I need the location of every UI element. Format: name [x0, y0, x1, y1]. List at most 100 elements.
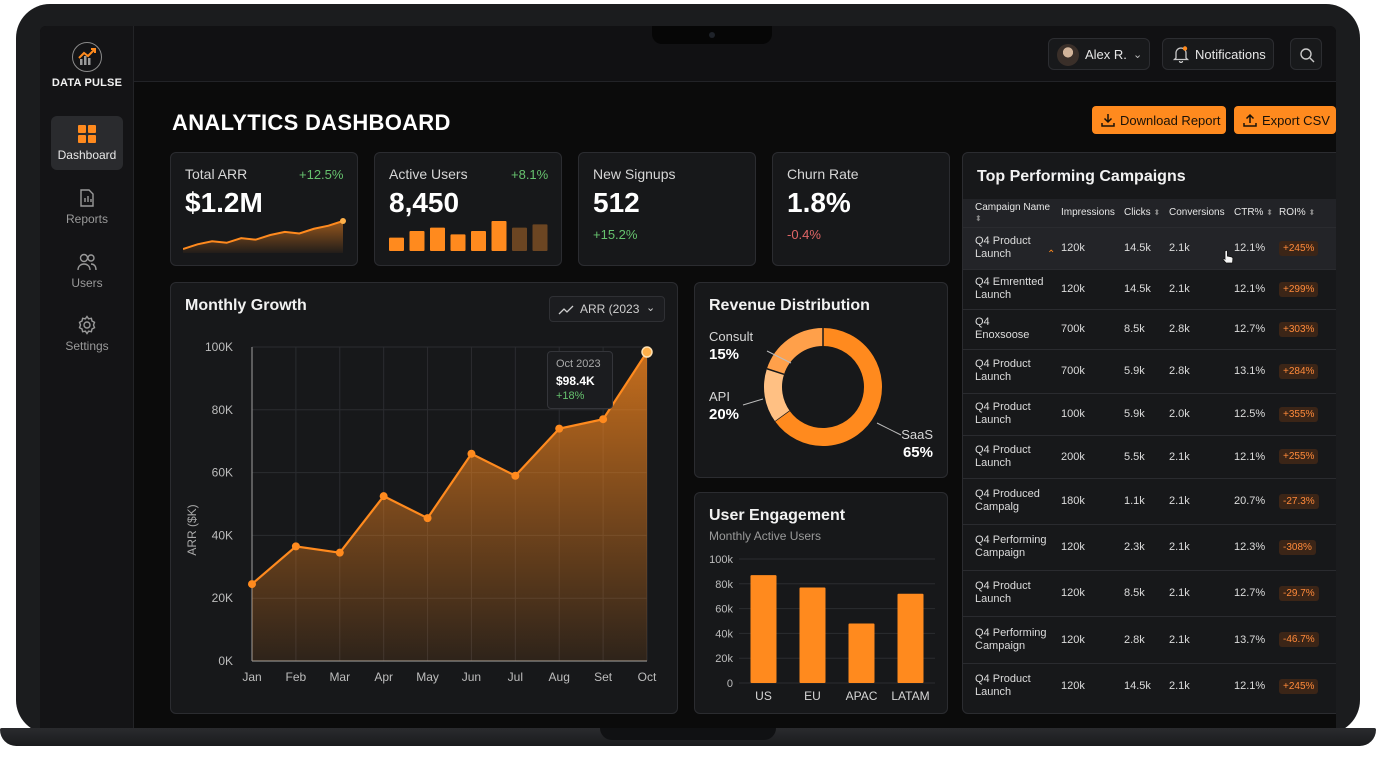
- notifications-button[interactable]: Notifications: [1162, 38, 1274, 70]
- slice-label: SaaS: [901, 427, 933, 442]
- search-button[interactable]: [1290, 38, 1322, 70]
- cell-text: 2.1k: [1169, 283, 1190, 295]
- cell-text: 2.1k: [1169, 541, 1190, 553]
- series-select[interactable]: ARR (2023 ⌄: [549, 296, 665, 322]
- brand-name: DATA PULSE: [51, 77, 123, 89]
- column-header-label: Conversions: [1169, 207, 1225, 219]
- download-icon: [1101, 114, 1115, 127]
- table-row[interactable]: Q4 Product Launch 120k 14.5k 2.1k 12.1% +245%: [963, 662, 1336, 709]
- cell-text: 700k: [1061, 323, 1085, 335]
- column-header-clicks[interactable]: Clicks ⬍: [1120, 199, 1165, 227]
- sidebar-item-reports[interactable]: Reports: [51, 180, 123, 234]
- impressions-cell: 120k: [1057, 615, 1120, 663]
- growth-area-chart: 0K 20K 40K 60K 80K 100K Jan Feb Mar Apr May Jun Jul A…: [185, 340, 657, 684]
- laptop-hinge-notch: [600, 728, 776, 740]
- cell-text: 13.1%: [1234, 365, 1266, 377]
- cell-text: 5.5k: [1124, 450, 1145, 463]
- cell-text: 2.1k: [1169, 587, 1190, 599]
- kpi-card-active-users[interactable]: Active Users +8.1% 8,450: [374, 152, 562, 266]
- roi-cell: +303%: [1275, 308, 1336, 349]
- cell-text: Q4 Product Launch: [975, 235, 1031, 260]
- kpi-card-churn-rate[interactable]: Churn Rate 1.8% -0.4%: [772, 152, 950, 266]
- cell-text: 2.1k: [1169, 242, 1190, 254]
- camera-notch: [652, 26, 772, 44]
- table-row[interactable]: Q4 Produced Campalg 180k 1.1k 2.1k 20.7% -27.…: [963, 477, 1336, 524]
- ctr-cell: 20.7%: [1230, 477, 1275, 524]
- cell-text: 200k: [1061, 450, 1085, 463]
- y-tick-label: 80K: [212, 403, 233, 417]
- ctr-cell: 13.1%: [1230, 348, 1275, 393]
- kpi-card-total-arr[interactable]: Total ARR +12.5% $1.2M: [170, 152, 358, 266]
- bar: [799, 587, 826, 683]
- cell-text: Q4 Product Launch: [975, 580, 1031, 605]
- laptop-base: [0, 728, 1376, 768]
- table-row[interactable]: Q4 Performing Campaign 120k 2.8k 2.1k 13.7% -…: [963, 615, 1336, 663]
- x-tick-label: LATAM: [891, 689, 929, 703]
- sort-icon: ⬍: [1266, 208, 1273, 218]
- campaigns-card: Top Performing Campaigns Campaign Name ⬍…: [962, 152, 1336, 714]
- table-row[interactable]: Q4 Enoxsoose 700k 8.5k 2.8k 12.7% +303%: [963, 308, 1336, 349]
- user-name: Alex R.: [1085, 47, 1127, 62]
- x-tick-label: Oct: [638, 670, 657, 684]
- x-tick-label: Apr: [374, 670, 393, 684]
- column-header-label: ROI%: [1279, 207, 1306, 219]
- data-point: [379, 492, 388, 501]
- chevron-up-icon[interactable]: ⌃: [1047, 249, 1056, 260]
- conversions-cell: 2.8k: [1165, 308, 1230, 349]
- y-tick-label: 40k: [715, 628, 733, 640]
- sidebar-item-settings[interactable]: Settings: [51, 307, 123, 361]
- roi-badge: +284%: [1279, 363, 1319, 379]
- cell-text: 2.1k: [1169, 633, 1190, 646]
- user-menu-button[interactable]: Alex R. ⌄: [1048, 38, 1150, 70]
- sidebar-item-users[interactable]: Users: [51, 244, 123, 298]
- spark-bar: [532, 224, 548, 251]
- y-tick-label: 40K: [212, 528, 233, 542]
- cell-text: 5.9k: [1124, 408, 1145, 420]
- table-row[interactable]: Q4 Performing Campaign 120k 2.3k 2.1k 12.3% -…: [963, 523, 1336, 570]
- table-row[interactable]: Q4 Emrentted Launch 120k 14.5k 2.1k 12.1% +29…: [963, 268, 1336, 309]
- clicks-cell: 14.5k: [1120, 226, 1165, 269]
- spark-bar: [471, 231, 486, 251]
- cell-text: 120k: [1061, 680, 1085, 693]
- table-row[interactable]: Q4 Product Launch 700k 5.9k 2.8k 13.1% +284%: [963, 348, 1336, 393]
- data-point: [423, 514, 432, 523]
- table-row[interactable]: Q4 Product Launch 100k 5.9k 2.0k 12.5% +355%: [963, 392, 1336, 435]
- x-tick-label: EU: [804, 689, 821, 703]
- download-report-button[interactable]: Download Report: [1092, 106, 1226, 134]
- x-tick-label: Jun: [462, 670, 481, 684]
- table-row[interactable]: Q4 Product Launch ⌃ 120k 14.5k 2.1k 12.1% +245…: [963, 226, 1336, 269]
- cell-text: 120k: [1061, 283, 1085, 295]
- cell-text: 120k: [1061, 587, 1085, 599]
- conversions-cell: 2.8k: [1165, 348, 1230, 393]
- kpi-label: Churn Rate: [787, 166, 859, 182]
- sidebar-item-dashboard[interactable]: Dashboard: [51, 116, 123, 170]
- x-tick-label: Feb: [286, 670, 307, 684]
- leader-line: [742, 398, 764, 406]
- roi-badge: +245%: [1279, 678, 1319, 694]
- export-csv-button[interactable]: Export CSV: [1234, 106, 1336, 134]
- y-tick-label: 0K: [218, 654, 233, 668]
- chevron-down-icon: ⌄: [646, 302, 656, 314]
- column-header-impressions[interactable]: Impressions: [1057, 199, 1120, 227]
- x-tick-label: Set: [594, 670, 613, 684]
- campaign-name-cell: Q4 Product Launch ⌃: [963, 226, 1057, 269]
- table-row[interactable]: Q4 Product Launch 120k 8.5k 2.1k 12.7% -29.7%: [963, 569, 1336, 616]
- column-header-conversions[interactable]: Conversions: [1165, 199, 1230, 227]
- sort-icon: ⬍: [975, 213, 982, 223]
- kpi-card-new-signups[interactable]: New Signups 512 +15.2%: [578, 152, 756, 266]
- clicks-cell: 5.5k: [1120, 434, 1165, 478]
- clicks-cell: 8.5k: [1120, 569, 1165, 616]
- brand-logo[interactable]: DATA PULSE: [40, 42, 134, 89]
- roi-badge: +245%: [1279, 240, 1319, 256]
- column-header-roi[interactable]: ROI% ⬍: [1275, 199, 1336, 227]
- card-title: Revenue Distribution: [709, 297, 870, 314]
- cell-text: 2.3k: [1124, 541, 1145, 553]
- column-header-ctr[interactable]: CTR% ⬍: [1230, 199, 1275, 227]
- y-tick-label: 100K: [205, 340, 233, 354]
- cell-text: 120k: [1061, 541, 1085, 553]
- column-header-campaign[interactable]: Campaign Name ⬍: [963, 199, 1057, 227]
- data-point: [599, 415, 608, 424]
- ctr-cell: 12.1%: [1230, 662, 1275, 709]
- tooltip-change: +18%: [556, 390, 585, 402]
- table-row[interactable]: Q4 Product Launch 200k 5.5k 2.1k 12.1% +255%: [963, 434, 1336, 478]
